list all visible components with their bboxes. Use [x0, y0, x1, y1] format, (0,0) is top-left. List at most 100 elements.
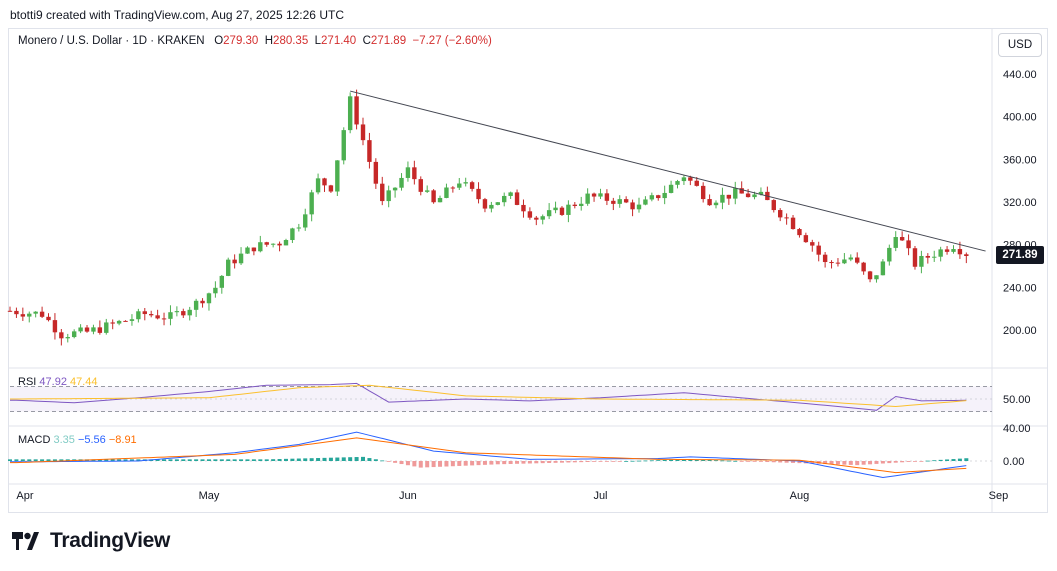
candle-body: [617, 199, 622, 204]
macd-histogram-bar: [316, 458, 321, 461]
macd-histogram-bar: [874, 461, 879, 464]
macd-histogram-bar: [566, 461, 571, 463]
rsi-value: 47.92: [39, 376, 67, 388]
candle-body: [283, 240, 289, 246]
candle-body: [636, 204, 642, 210]
macd-histogram-bar: [887, 461, 892, 464]
macd-histogram-bar: [868, 461, 873, 465]
candle-body: [418, 179, 423, 192]
macd-histogram-bar: [502, 461, 507, 465]
candle-body: [123, 320, 128, 322]
currency-button[interactable]: USD: [998, 33, 1042, 57]
candle-body: [386, 190, 391, 202]
macd-histogram-bar: [457, 461, 462, 466]
candle-body: [771, 200, 776, 211]
macd-histogram-bar: [40, 459, 45, 461]
macd-legend[interactable]: MACD 3.35 −5.56 −8.91: [18, 434, 137, 446]
candle-body: [290, 228, 295, 241]
chart-attribution: btotti9 created with TradingView.com, Au…: [10, 8, 344, 22]
candle-body: [662, 192, 667, 199]
macd-histogram-bar: [835, 461, 840, 465]
grid: [8, 28, 1048, 513]
axes: 440.00400.00360.00320.00280.00240.00200.…: [16, 69, 1036, 502]
candle-body: [412, 167, 417, 180]
candle-body: [469, 182, 475, 189]
candle-body: [476, 188, 481, 200]
candle-body: [925, 255, 931, 258]
candle-body: [887, 247, 892, 262]
macd-histogram-bar: [945, 459, 950, 461]
macd-tick-label: 0.00: [1003, 456, 1024, 468]
candle-body: [707, 199, 712, 206]
candle-body: [219, 275, 225, 288]
time-tick-label: Apr: [16, 490, 33, 502]
candle-body: [604, 193, 610, 201]
candle-body: [688, 177, 693, 181]
macd-histogram-bar: [906, 461, 911, 462]
macd-histogram-bar: [181, 459, 186, 461]
candle-body: [39, 311, 45, 317]
candle-body: [392, 187, 398, 191]
candle-body: [508, 192, 513, 196]
macd-histogram-bar: [8, 459, 12, 461]
macd-histogram-bar: [957, 458, 962, 461]
rsi-ma-value: 47.44: [70, 376, 98, 388]
macd-histogram-bar: [752, 461, 757, 462]
macd-histogram-bar: [585, 461, 590, 462]
candle-body: [835, 262, 841, 264]
candle-body: [514, 192, 520, 205]
candle-body: [335, 160, 340, 192]
macd-histogram-bar: [964, 458, 969, 461]
candle-body: [957, 249, 963, 255]
candle-body: [97, 327, 103, 333]
macd-histogram-bar: [110, 459, 115, 461]
macd-histogram-bar: [129, 459, 134, 461]
candle-body: [155, 315, 160, 319]
rsi-label: RSI: [18, 376, 37, 388]
close-value: 271.89: [370, 35, 407, 47]
macd-histogram-bar: [155, 459, 160, 461]
candle-body: [489, 204, 494, 209]
candle-body: [303, 214, 308, 228]
candle-body: [46, 316, 51, 321]
candle-body: [65, 337, 70, 339]
candle-body: [181, 311, 186, 316]
last-price-tag: 271.89: [996, 246, 1044, 264]
macd-histogram-bar: [219, 459, 224, 461]
macd-histogram-bar: [52, 459, 57, 461]
candle-body: [444, 187, 449, 198]
candle-body: [322, 178, 327, 186]
macd-histogram-bar: [117, 459, 122, 461]
price-tick-label: 440.00: [1003, 69, 1037, 81]
macd-histogram-bar: [450, 461, 455, 467]
macd-histogram-bar: [771, 461, 776, 463]
candle-body: [174, 311, 180, 313]
price-tick-label: 240.00: [1003, 282, 1037, 294]
macd-histogram-bar: [797, 461, 802, 464]
macd-histogram-bar: [258, 459, 263, 461]
rsi-band: [10, 386, 992, 462]
macd-line: [10, 431, 967, 479]
macd-histogram-bar: [283, 458, 288, 461]
candle-body: [463, 182, 468, 184]
macd-histogram-bar: [624, 461, 629, 462]
macd-histogram-bar: [303, 458, 308, 461]
macd-histogram-bar: [264, 459, 269, 461]
macd-histogram-bar: [59, 459, 64, 461]
macd-histogram-bar: [919, 461, 924, 462]
price-tick-label: 200.00: [1003, 325, 1037, 337]
macd-histogram-bar: [245, 459, 250, 461]
candle-body: [861, 262, 866, 272]
candle-body: [681, 177, 687, 182]
rsi-tick-label: 50.00: [1003, 394, 1031, 406]
close-label: C: [362, 35, 371, 47]
brand-logo[interactable]: TradingView: [12, 529, 170, 553]
candle-body: [579, 203, 584, 206]
candle-body: [720, 194, 725, 203]
macd-histogram-bar: [431, 461, 436, 468]
macd-histogram-bar: [656, 460, 661, 461]
rsi-legend[interactable]: RSI 47.92 47.44: [18, 376, 98, 388]
macd-histogram-bar: [104, 459, 109, 461]
candle-body: [649, 195, 655, 200]
